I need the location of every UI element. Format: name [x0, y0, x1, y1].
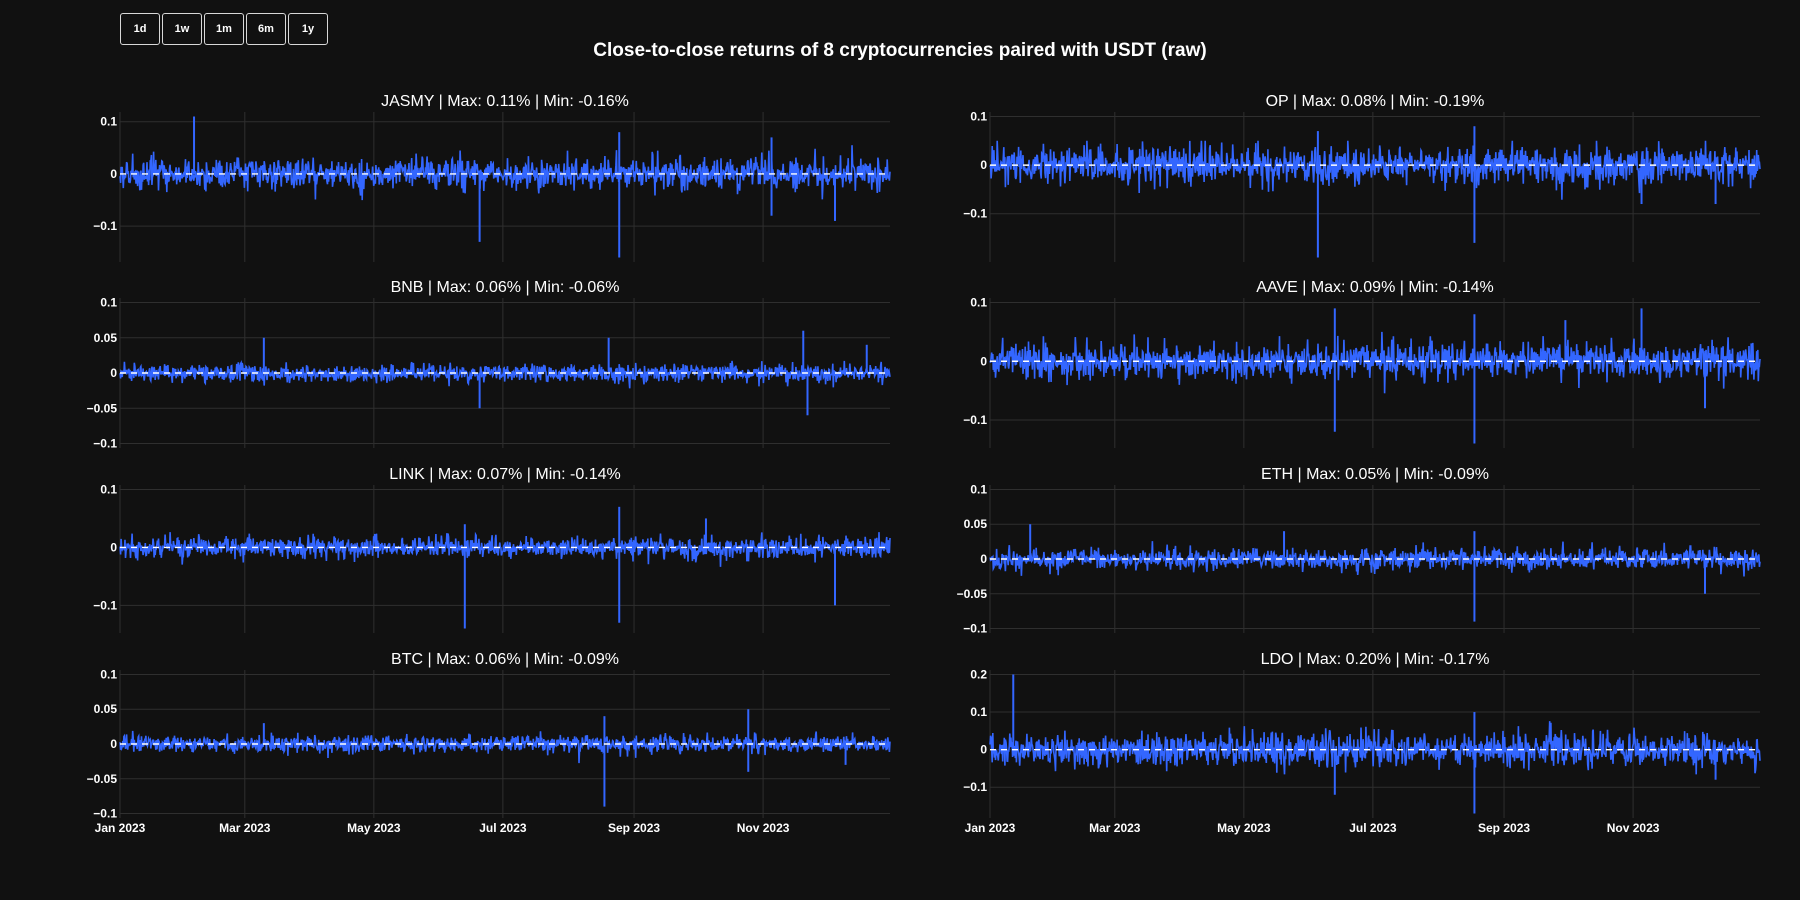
y-tick-label: 0.1 [970, 296, 987, 310]
y-tick-label: 0 [980, 158, 987, 172]
panel-title-aave: AAVE | Max: 0.09% | Min: -0.14% [1256, 279, 1493, 296]
panel-title-link: LINK | Max: 0.07% | Min: -0.14% [389, 466, 621, 483]
panel-title-ldo: LDO | Max: 0.20% | Min: -0.17% [1261, 651, 1490, 668]
y-tick-label: −0.1 [963, 413, 987, 427]
y-tick-label: −0.05 [957, 587, 988, 601]
x-tick-label: May 2023 [1217, 821, 1271, 835]
y-tick-label: −0.1 [93, 219, 117, 233]
y-tick-label: 0 [110, 366, 117, 380]
range-button-6m[interactable]: 6m [246, 13, 286, 45]
y-tick-label: 0.2 [970, 667, 987, 681]
range-button-1m[interactable]: 1m [204, 13, 244, 45]
x-tick-label: Sep 2023 [1478, 821, 1530, 835]
range-button-1y[interactable]: 1y [288, 13, 328, 45]
panel-title-btc: BTC | Max: 0.06% | Min: -0.09% [391, 651, 619, 668]
panel-title-op: OP | Max: 0.08% | Min: -0.19% [1266, 93, 1485, 110]
y-tick-label: 0 [980, 743, 987, 757]
y-tick-label: 0.1 [100, 482, 117, 496]
panel-title-jasmy: JASMY | Max: 0.11% | Min: -0.16% [381, 93, 629, 110]
panel-title-eth: ETH | Max: 0.05% | Min: -0.09% [1261, 466, 1489, 483]
x-tick-label: Nov 2023 [737, 821, 790, 835]
x-tick-label: Jan 2023 [95, 821, 146, 835]
x-tick-label: Jul 2023 [479, 821, 527, 835]
x-tick-label: Jan 2023 [965, 821, 1016, 835]
range-selector: 1d 1w 1m 6m 1y [120, 13, 328, 45]
return-series-line-jasmy [119, 145, 891, 201]
y-tick-label: −0.1 [963, 622, 987, 636]
chart-title: Close-to-close returns of 8 cryptocurren… [593, 40, 1207, 61]
x-tick-label: Jul 2023 [1349, 821, 1397, 835]
y-tick-label: 0 [110, 737, 117, 751]
y-tick-label: 0.1 [970, 482, 987, 496]
panel-title-bnb: BNB | Max: 0.06% | Min: -0.06% [391, 279, 620, 296]
y-tick-label: −0.05 [87, 401, 118, 415]
return-series-line-link [119, 531, 891, 567]
y-tick-label: 0.1 [100, 115, 117, 129]
return-series-line-bnb [119, 359, 891, 389]
return-series-line-op [989, 140, 1761, 200]
x-tick-label: Sep 2023 [608, 821, 660, 835]
range-button-1w[interactable]: 1w [162, 13, 202, 45]
return-series-line-aave [989, 331, 1761, 394]
return-series-line-btc [119, 730, 891, 764]
y-tick-label: 0.05 [94, 702, 118, 716]
x-tick-label: Mar 2023 [219, 821, 271, 835]
y-tick-label: −0.1 [93, 437, 117, 451]
y-tick-label: 0.05 [964, 517, 988, 531]
return-series-line-ldo [989, 721, 1761, 775]
y-tick-label: 0 [980, 354, 987, 368]
y-tick-label: 0.1 [970, 705, 987, 719]
y-tick-label: −0.1 [93, 598, 117, 612]
y-tick-label: 0.1 [100, 667, 117, 681]
y-tick-label: 0.1 [970, 110, 987, 124]
y-tick-label: −0.1 [963, 780, 987, 794]
return-series-line-eth [989, 541, 1761, 577]
x-tick-label: May 2023 [347, 821, 401, 835]
x-tick-label: Mar 2023 [1089, 821, 1141, 835]
y-tick-label: 0.1 [100, 296, 117, 310]
y-tick-label: 0.05 [94, 331, 118, 345]
y-tick-label: −0.1 [93, 807, 117, 821]
y-tick-label: 0 [110, 540, 117, 554]
y-tick-label: −0.05 [87, 772, 118, 786]
y-tick-label: 0 [980, 552, 987, 566]
y-tick-label: 0 [110, 167, 117, 181]
range-button-1d[interactable]: 1d [120, 13, 160, 45]
x-tick-label: Nov 2023 [1607, 821, 1660, 835]
y-tick-label: −0.1 [963, 207, 987, 221]
